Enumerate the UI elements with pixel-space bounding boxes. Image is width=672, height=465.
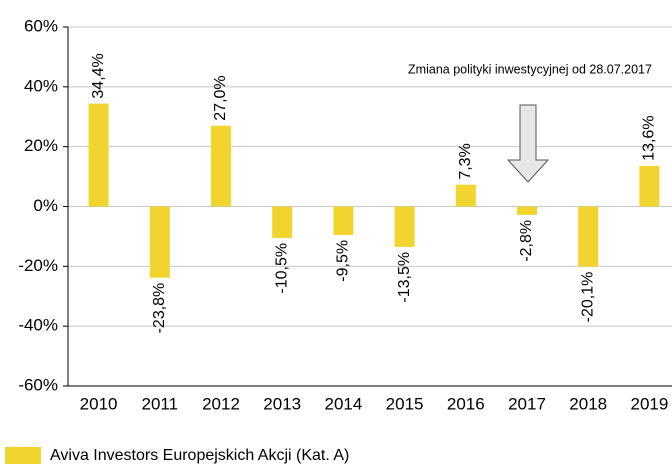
y-tick-label: 60%	[24, 16, 58, 35]
y-tick-label: 0%	[33, 196, 58, 215]
x-tick-label: 2012	[202, 394, 240, 413]
data-label: -20,1%	[579, 272, 596, 323]
bar	[149, 206, 170, 278]
bar	[333, 206, 354, 235]
x-tick-label: 2013	[263, 394, 301, 413]
bar	[211, 125, 231, 207]
y-tick-label: -20%	[18, 256, 58, 275]
data-label: -13,5%	[396, 252, 413, 303]
y-tick-label: -60%	[18, 375, 58, 394]
y-tick-label: -40%	[18, 316, 58, 335]
x-tick-label: 2011	[142, 394, 179, 413]
bar	[272, 206, 293, 238]
x-tick-label: 2015	[386, 394, 424, 413]
annotation: Zmiana polityki inwestycyjnej od 28.07.2…	[408, 62, 652, 76]
x-tick-label: 2018	[569, 394, 607, 413]
data-label: -23,8%	[151, 283, 168, 334]
data-label: 7,3%	[457, 143, 474, 179]
data-label: 27,0%	[212, 75, 229, 120]
x-tick-label: 2016	[447, 394, 485, 413]
x-tick-label: 2010	[80, 394, 118, 413]
data-label: -9,5%	[335, 240, 352, 282]
data-label: 34,4%	[90, 53, 107, 98]
y-tick-label: 40%	[24, 76, 58, 95]
bar	[455, 184, 476, 207]
annotation-arrow	[506, 104, 550, 183]
bar	[394, 206, 415, 247]
data-label: 13,6%	[641, 115, 658, 160]
legend-label: Aviva Investors Europejskich Akcji (Kat.…	[50, 447, 349, 464]
legend-swatch	[5, 447, 41, 464]
x-tick-label: 2014	[324, 394, 362, 413]
bar	[88, 103, 109, 207]
bar	[639, 165, 660, 207]
x-tick-label: 2017	[508, 394, 546, 413]
x-tick-label: 2019	[630, 394, 668, 413]
data-label: -10,5%	[273, 243, 290, 294]
data-label: -2,8%	[518, 220, 535, 262]
bar	[578, 206, 599, 267]
bar	[517, 206, 537, 215]
y-tick-label: 20%	[24, 136, 58, 155]
